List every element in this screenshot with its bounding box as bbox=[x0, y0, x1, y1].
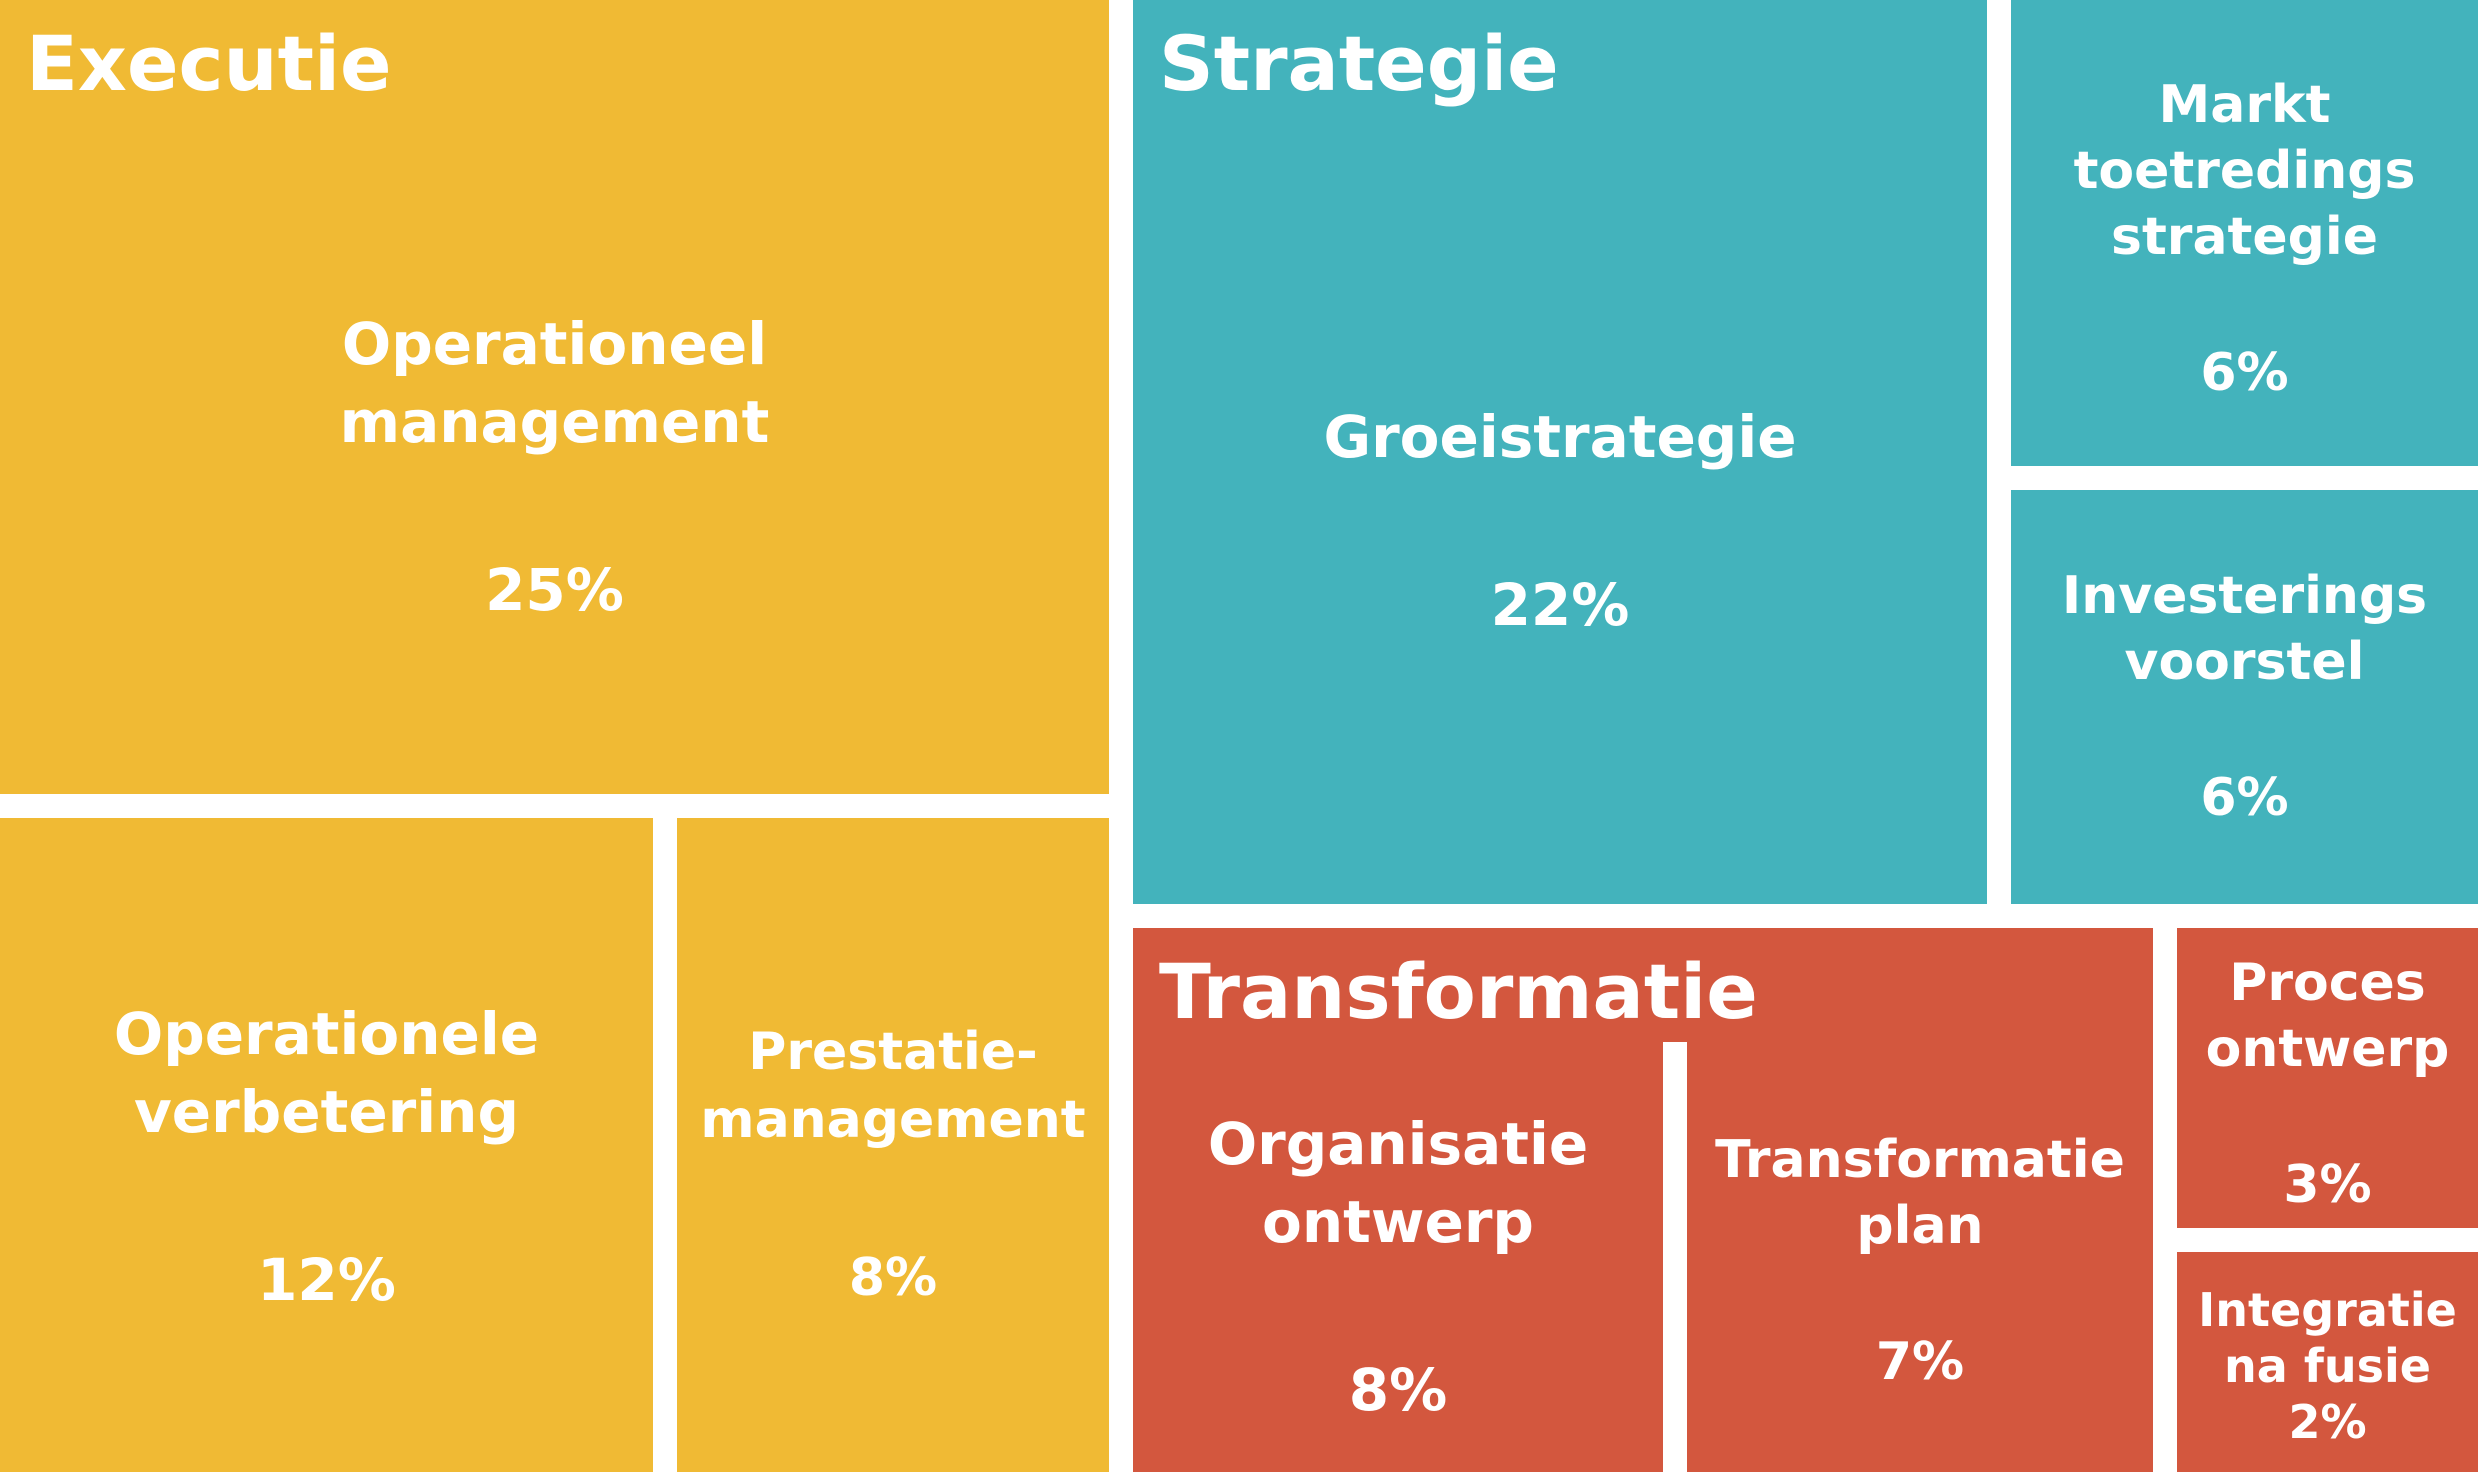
tile-value: 25% bbox=[485, 556, 624, 624]
treemap-tile: Groeistrategie 22% bbox=[1133, 0, 1987, 904]
tile-value: 8% bbox=[1348, 1356, 1448, 1424]
tile-label: Proces ontwerp bbox=[2205, 953, 2450, 1079]
treemap-tile: Markt toetredings strategie 6% bbox=[2011, 0, 2478, 466]
tile-text: Investerings voorstel 6% bbox=[2011, 563, 2478, 831]
tile-value: 6% bbox=[2200, 343, 2289, 403]
treemap-tile: Transformatie plan 7% bbox=[1687, 1042, 2153, 1472]
tile-value: 22% bbox=[1490, 571, 1630, 639]
tile-label: Operationeel management bbox=[339, 310, 770, 456]
treemap-tile: Proces ontwerp 3% bbox=[2177, 928, 2478, 1228]
treemap-tile: Investerings voorstel 6% bbox=[2011, 490, 2478, 904]
tile-value: 6% bbox=[2200, 768, 2289, 828]
tile-label: Integratie na fusie bbox=[2198, 1283, 2457, 1393]
tile-label: Investerings voorstel bbox=[2061, 566, 2428, 692]
treemap-tile: Integratie na fusie 2% bbox=[2177, 1252, 2478, 1472]
tile-value: 7% bbox=[1875, 1332, 1965, 1392]
tile-label: Organisatie ontwerp bbox=[1207, 1110, 1589, 1256]
tile-value: 8% bbox=[848, 1248, 938, 1308]
tile-text: Operationeel management 25% bbox=[0, 305, 1109, 629]
group-title-executie: Executie bbox=[26, 19, 392, 108]
tile-text: Groeistrategie 22% bbox=[1133, 398, 1987, 644]
tile-label: Operationele verbetering bbox=[113, 1000, 540, 1146]
tile-text: Integratie na fusie 2% bbox=[2177, 1282, 2478, 1450]
tile-text: Transformatie plan 7% bbox=[1687, 1127, 2153, 1395]
tile-value: 2% bbox=[2288, 1395, 2367, 1449]
treemap-tile: Operationeel management 25% bbox=[0, 0, 1109, 794]
tile-text: Organisatie ontwerp 8% bbox=[1133, 1105, 1663, 1429]
tile-text: Prestatie- management 8% bbox=[677, 1018, 1109, 1312]
tile-text: Operationele verbetering 12% bbox=[0, 995, 653, 1319]
tile-text: Markt toetredings strategie 6% bbox=[2011, 72, 2478, 406]
tile-label: Markt toetredings strategie bbox=[2073, 75, 2416, 267]
tile-text: Proces ontwerp 3% bbox=[2177, 950, 2478, 1218]
tile-label: Prestatie- management bbox=[700, 1022, 1086, 1150]
tile-value: 3% bbox=[2283, 1155, 2372, 1215]
group-title-transformatie: Transformatie bbox=[1159, 947, 1758, 1036]
tile-value: 12% bbox=[257, 1246, 396, 1314]
tile-label: Groeistrategie bbox=[1323, 403, 1797, 471]
treemap-tile: Operationele verbetering 12% bbox=[0, 818, 653, 1472]
tile-label: Transformatie plan bbox=[1715, 1130, 2125, 1256]
group-title-strategie: Strategie bbox=[1159, 19, 1559, 108]
treemap-tile: Prestatie- management 8% bbox=[677, 818, 1109, 1472]
treemap-tile: Organisatie ontwerp 8% bbox=[1133, 928, 1663, 1472]
